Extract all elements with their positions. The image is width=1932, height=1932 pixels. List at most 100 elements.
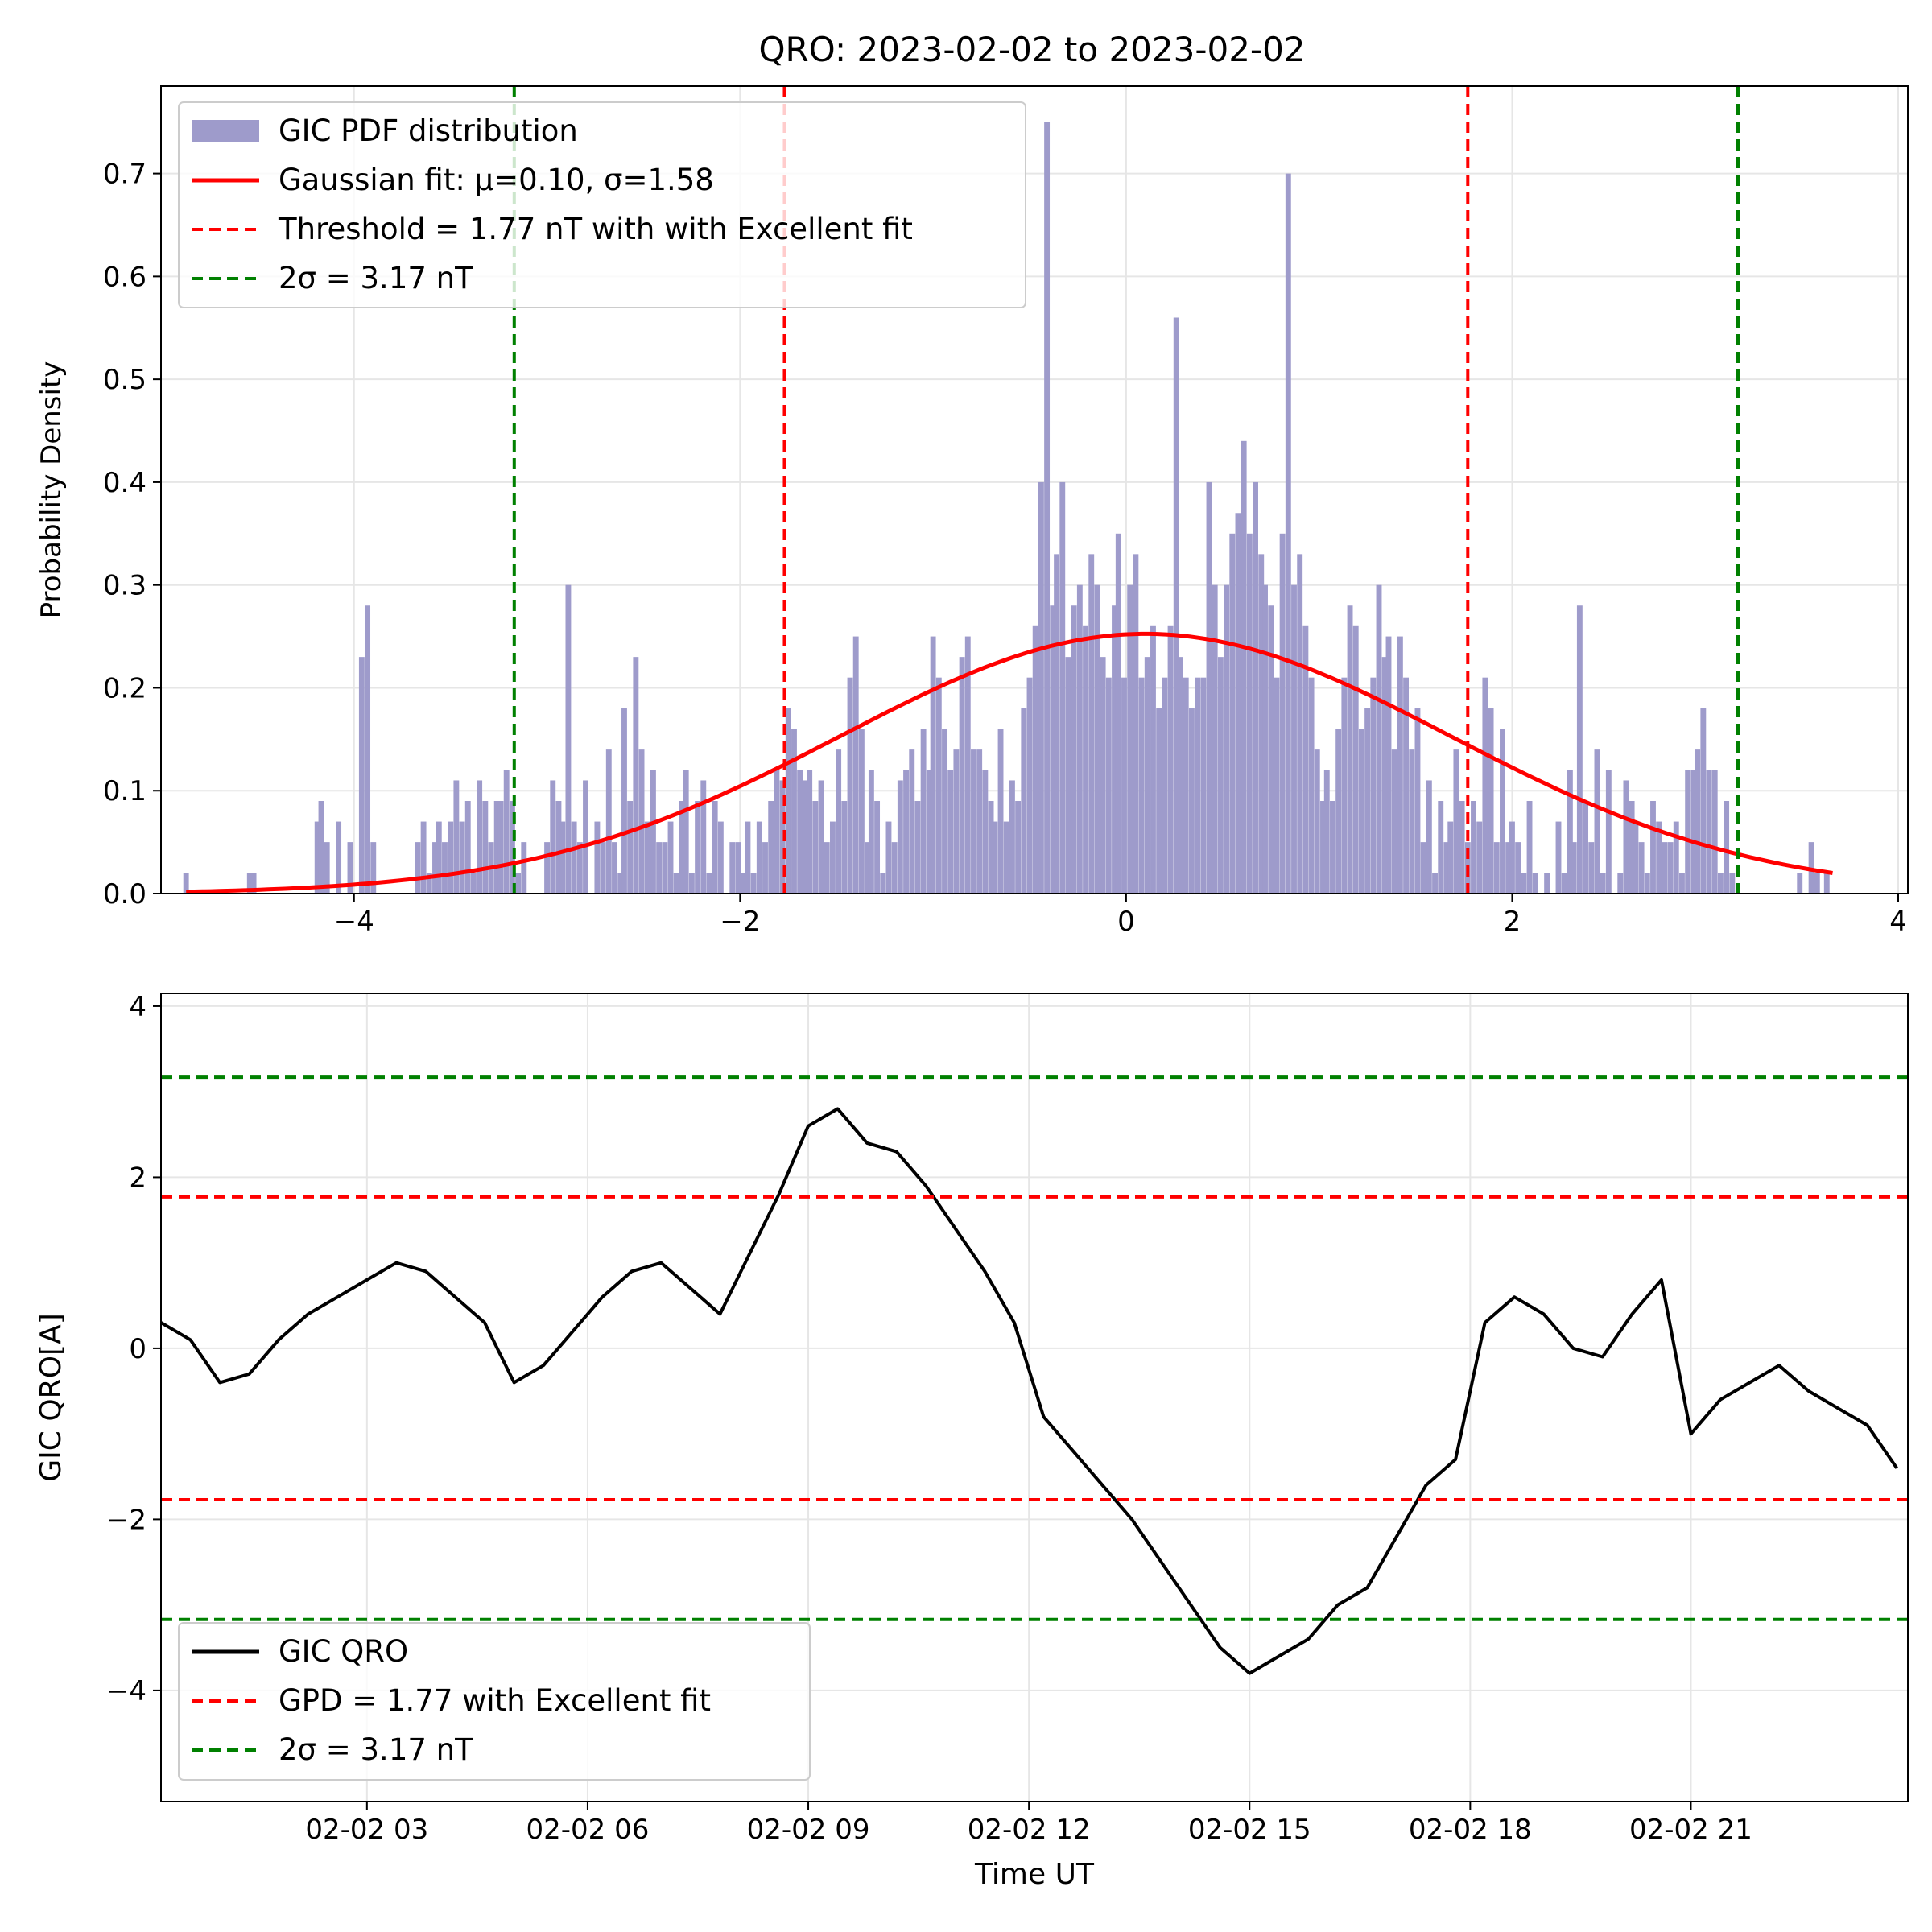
histogram-bar xyxy=(1297,554,1303,894)
histogram-bar xyxy=(477,780,483,894)
legend-label: 2σ = 3.17 nT xyxy=(279,1732,473,1767)
histogram-bar xyxy=(1314,749,1320,894)
histogram-bar xyxy=(1054,554,1060,894)
legend-box xyxy=(178,1622,811,1781)
histogram-bar xyxy=(982,770,989,894)
histogram-bar xyxy=(314,821,320,894)
histogram-bar xyxy=(756,821,762,894)
histogram-bar xyxy=(565,584,572,894)
histogram-bar xyxy=(836,749,842,894)
histogram-bar xyxy=(695,801,701,894)
x-tick-label: 02-02 21 xyxy=(1629,1814,1752,1846)
histogram-bar xyxy=(1335,729,1342,894)
histogram-bar xyxy=(779,780,786,894)
histogram-bar xyxy=(824,842,830,894)
histogram-bar xyxy=(503,770,510,894)
histogram-bar xyxy=(1685,770,1691,894)
histogram-bar xyxy=(594,821,601,894)
histogram-bar xyxy=(768,801,774,894)
y-tick-label: 0.1 xyxy=(103,775,147,807)
y-tick-label: 0.7 xyxy=(103,159,147,191)
histogram-bar xyxy=(497,801,504,894)
histogram-bar xyxy=(959,657,965,894)
histogram-bar xyxy=(745,821,751,894)
histogram-bar xyxy=(1521,873,1527,894)
histogram-bar xyxy=(1438,801,1444,894)
histogram-bar xyxy=(1224,584,1230,894)
histogram-bar xyxy=(1583,801,1589,894)
histogram-bar xyxy=(1471,801,1476,894)
x-tick-label: 4 xyxy=(1889,906,1907,938)
histogram-bar xyxy=(459,821,465,894)
histogram-bar xyxy=(370,842,377,894)
histogram-bar xyxy=(1729,873,1736,894)
histogram-bar xyxy=(1138,677,1145,894)
histogram-bar xyxy=(1083,625,1088,894)
histogram-bar xyxy=(1381,657,1388,894)
histogram-bar xyxy=(1167,625,1174,894)
histogram-bar xyxy=(442,842,448,894)
histogram-bar xyxy=(847,677,853,894)
histogram-bar xyxy=(1500,729,1505,894)
x-tick-label: −4 xyxy=(334,906,374,938)
histogram-bar xyxy=(1156,708,1162,894)
histogram-bar xyxy=(891,842,898,894)
histogram-bar xyxy=(617,873,624,894)
histogram-bar xyxy=(1330,801,1335,894)
histogram-bar xyxy=(1420,842,1426,894)
histogram-bar xyxy=(1690,770,1697,894)
histogram-bar xyxy=(471,873,477,894)
histogram-bar xyxy=(1032,625,1038,894)
histogram-bar xyxy=(1594,749,1600,894)
histogram-bar xyxy=(1127,584,1133,894)
histogram-bar xyxy=(947,770,954,894)
histogram-bar xyxy=(1443,842,1450,894)
x-tick-label: 02-02 18 xyxy=(1409,1814,1532,1846)
histogram-bar xyxy=(1700,708,1707,894)
histogram-bar xyxy=(829,821,836,894)
histogram-bar xyxy=(858,729,865,894)
y-tick-label: −4 xyxy=(106,1675,147,1707)
histogram-bar xyxy=(1258,554,1265,894)
histogram-bar xyxy=(1050,605,1056,894)
histogram-bar xyxy=(571,821,577,894)
histogram-bar xyxy=(1094,584,1100,894)
histogram-bar xyxy=(1376,584,1382,894)
histogram-bar xyxy=(1302,625,1309,894)
histogram-bar xyxy=(774,770,780,894)
histogram-bar xyxy=(576,842,583,894)
histogram-bar xyxy=(729,842,736,894)
histogram-bar xyxy=(1453,749,1459,894)
axes-frame xyxy=(160,993,1909,1802)
histogram-bar xyxy=(1100,657,1106,894)
histogram-bar xyxy=(1217,657,1224,894)
x-tick-label: 0 xyxy=(1117,906,1135,938)
histogram-bar xyxy=(735,842,741,894)
histogram-bar xyxy=(1797,873,1803,894)
histogram-bar xyxy=(448,821,454,894)
histogram-bar xyxy=(436,821,442,894)
histogram-bar xyxy=(509,801,515,894)
histogram-bar xyxy=(1662,842,1668,894)
histogram-bar xyxy=(1505,842,1512,894)
histogram-bar xyxy=(1571,842,1577,894)
histogram-bar xyxy=(1285,173,1291,894)
histogram-bar xyxy=(997,729,1004,894)
histogram-bar xyxy=(1044,122,1051,894)
histogram-bar xyxy=(464,801,471,894)
histogram-bar xyxy=(700,780,707,894)
histogram-bar xyxy=(1724,801,1730,894)
histogram-bar xyxy=(964,636,971,894)
histogram-bar xyxy=(712,801,718,894)
figure-title: QRO: 2023-02-02 to 2023-02-02 xyxy=(758,30,1305,69)
histogram-bar xyxy=(1253,481,1258,894)
histogram-bar xyxy=(1009,780,1015,894)
histogram-bar xyxy=(1633,821,1639,894)
x-tick-label: 02-02 09 xyxy=(747,1814,870,1846)
histogram-bar xyxy=(1476,821,1483,894)
histogram-bar xyxy=(1358,729,1364,894)
histogram-bar xyxy=(1403,677,1410,894)
histogram-bar xyxy=(1385,636,1392,894)
histogram-bar xyxy=(550,780,556,894)
